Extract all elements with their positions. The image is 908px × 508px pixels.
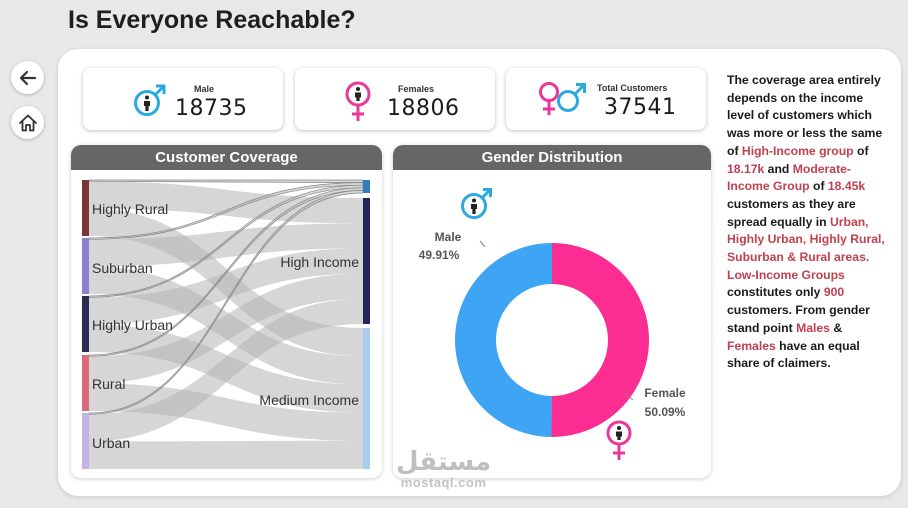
kpi-female-label: Females [398,84,435,94]
kpi-female-value: 18806 [387,96,460,121]
kpi-male-value: 18735 [175,96,248,121]
sankey-node-high-income[interactable] [363,198,370,324]
kpi-total-label: Total Customers [597,83,668,93]
sankey-node-low-income[interactable] [363,180,370,193]
sankey-label-high-income: High Income [280,254,359,270]
desc-text: constitutes only [727,285,824,300]
desc-text: of [809,179,828,194]
page-title: Is Everyone Reachable? [68,6,356,34]
back-button[interactable] [11,61,44,94]
gender-symbols-icon [539,82,586,115]
watermark-brand: مستقل [396,447,492,477]
sankey-node-highly-rural[interactable] [82,180,89,236]
donut-label-male: Male [435,230,462,244]
male-symbol-icon [134,84,166,116]
donut-label-female: Female [644,386,686,400]
desc-highlight: 900 [823,285,845,300]
sankey-chart: Highly Rural Suburban Highly Urban Rural… [82,179,370,469]
sankey-nodes [82,180,370,469]
kpi-card-female: Females 18806 [295,68,495,130]
customer-coverage-title: Customer Coverage [71,145,382,170]
sankey-label-medium-income: Medium Income [259,392,359,408]
sankey-label-urban: Urban [92,435,130,451]
donut-value-female: 50.09% [645,405,686,419]
female-symbol-icon [345,81,371,121]
sankey-link-suburban-high-income[interactable] [89,223,363,267]
desc-highlight: High-Income group [741,143,854,158]
home-icon [18,114,37,131]
desc-highlight: Moderate-Income Group [727,161,851,194]
sankey-link-urban-medium-income[interactable] [89,440,363,469]
desc-text: customers as they are spread equally in [727,196,856,229]
sankey-label-highly-rural: Highly Rural [92,201,168,217]
desc-text: & [829,320,843,335]
sankey-link-highly-urban-high-income[interactable] [89,248,363,325]
sankey-node-rural[interactable] [82,355,89,411]
kpi-card-total: Total Customers 37541 [506,68,706,130]
kpi-male-label: Male [194,84,215,94]
kpi-card-male: Male 18735 [83,68,283,130]
desc-highlight: Urban, Highly Urban, Highly Rural, Subur… [727,214,885,282]
watermark-site: mostaql.com [400,475,487,490]
sankey-label-suburban: Suburban [92,260,153,276]
male-symbol-icon [461,188,492,219]
arrow-left-icon [19,70,36,85]
female-leader-line [624,392,634,401]
sankey-links [88,179,364,469]
watermark: مستقل mostaql.com [396,449,491,490]
desc-text: have an equal share of claimers. [727,338,860,371]
sankey-label-highly-urban: Highly Urban [92,317,173,333]
sankey-node-suburban[interactable] [82,238,89,294]
sankey-node-highly-urban[interactable] [82,296,89,352]
donut-chart: Male 49.91% Female 50.09% [419,188,686,460]
desc-text: of [853,143,869,158]
sankey-link-rural-medium-income[interactable] [89,383,363,441]
sankey-node-medium-income[interactable] [363,328,370,469]
desc-text: The coverage area entirely depends on th… [727,73,883,158]
sankey-link-highly-rural-high-income[interactable] [89,181,363,224]
home-button[interactable] [11,106,44,139]
donut-slice-female[interactable] [551,243,650,438]
female-symbol-icon [606,420,632,460]
sankey-label-rural: Rural [92,376,125,392]
gender-distribution-panel: Gender Distribution Male 49.91% Female 5… [393,145,711,478]
sankey-node-urban[interactable] [82,413,89,469]
kpi-total-value: 37541 [604,95,677,120]
sankey-link-urban-high-income[interactable] [89,298,363,442]
desc-highlight: 18.17k [727,161,765,176]
desc-text: customers. From gender stand point [727,303,870,335]
male-leader-line [479,240,486,248]
insight-description: The coverage area entirely depends on th… [727,72,885,373]
gender-distribution-title: Gender Distribution [393,145,711,170]
desc-highlight: Males [796,320,830,335]
donut-value-male: 49.91% [419,248,460,262]
donut-slice-male[interactable] [455,243,552,437]
sankey-link-rural-high-income[interactable] [89,273,363,384]
desc-highlight: 18.45k [827,179,866,194]
desc-text: and [764,161,793,176]
customer-coverage-panel: Customer Coverage Highly Rural Suburban … [71,145,382,478]
desc-highlight: Females [727,338,776,353]
